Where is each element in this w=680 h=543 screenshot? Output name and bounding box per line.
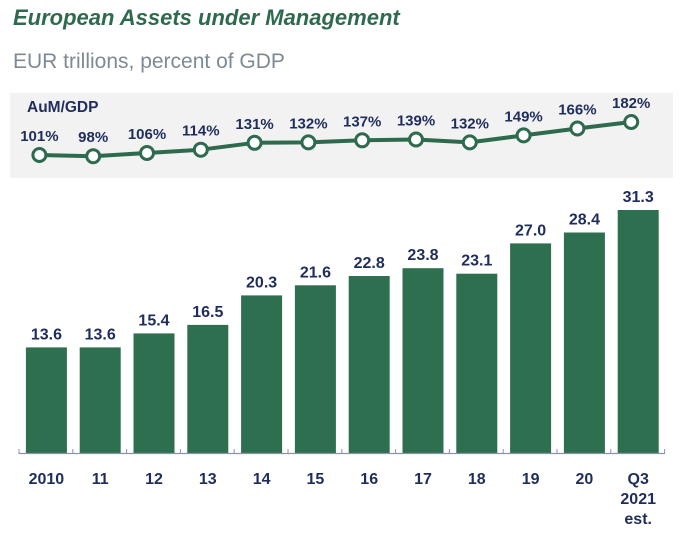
ratio-value-label: 149% (504, 108, 542, 125)
ratio-value-label: 98% (78, 129, 108, 146)
bar-value-label: 20.3 (246, 274, 277, 291)
chart-subtitle: EUR trillions, percent of GDP (13, 50, 285, 73)
x-tick-label: 19 (522, 471, 540, 488)
ratio-point (192, 141, 209, 158)
x-tick-label: 12 (145, 471, 163, 488)
bar-value-label: 31.3 (623, 189, 654, 206)
ratio-value-label: 132% (289, 115, 327, 132)
ratio-point (461, 134, 478, 151)
bar (133, 333, 175, 453)
bar (294, 285, 336, 453)
x-tick-label: 17 (414, 471, 432, 488)
ratio-point (623, 114, 640, 130)
ratio-value-label: 166% (558, 102, 596, 119)
bar (79, 347, 121, 453)
ratio-value-label: 106% (128, 126, 166, 143)
bar-value-label: 13.6 (85, 326, 116, 343)
x-tick-label: 11 (92, 471, 109, 488)
bar-value-label: 22.8 (354, 255, 385, 272)
line-series-title: AuM/GDP (27, 99, 98, 116)
ratio-point (408, 131, 424, 148)
x-tick-label: Q3 2021 est. (620, 471, 656, 528)
ratio-point (246, 134, 263, 151)
ratio-point (85, 148, 102, 165)
ratio-point (515, 127, 532, 144)
bar (510, 243, 552, 453)
bar (25, 347, 67, 453)
ratio-point (300, 134, 317, 151)
ratio-line-layer: 101% 98% 106% 114% 131% 132% 137% 139% 132% 149% 1… (20, 95, 650, 165)
ratio-value-label: 114% (182, 123, 220, 140)
ratio-point (354, 132, 371, 149)
ratio-value-label: 137% (343, 113, 381, 130)
ratio-value-label: 139% (397, 113, 435, 130)
bar-layer: 13.6 13.6 15.4 16.5 20.3 21.6 22.8 23.8 23.1 27.0… (25, 189, 659, 453)
bar (563, 232, 605, 453)
x-tick-label: 15 (307, 471, 325, 488)
bar-value-label: 16.5 (192, 304, 223, 321)
ratio-panel-background (10, 93, 673, 178)
bar (456, 273, 498, 453)
bar-value-label: 27.0 (515, 222, 546, 239)
x-axis: 2010 11 12 13 14 15 16 17 18 19 20 Q3 2021 est. (18, 449, 666, 528)
x-tick-label: 20 (576, 471, 594, 488)
ratio-point (31, 147, 48, 163)
bar (348, 276, 390, 453)
bar-value-label: 23.1 (461, 253, 492, 270)
ratio-value-label: 131% (235, 116, 273, 133)
ratio-line (39, 120, 632, 159)
bar (617, 210, 659, 453)
bar (241, 295, 283, 453)
ratio-point (139, 145, 155, 161)
bar (187, 324, 229, 453)
x-tick-label: 18 (468, 471, 486, 488)
bar-value-label: 13.6 (31, 326, 62, 343)
bar-value-label: 28.4 (569, 212, 600, 229)
x-tick-label: 16 (360, 471, 378, 488)
chart-title: European Assets under Management (13, 5, 400, 30)
x-tick-label: 2010 (29, 471, 65, 488)
ratio-value-label: 182% (612, 95, 650, 112)
x-tick-label: 14 (253, 471, 271, 488)
ratio-value-label: 101% (20, 128, 58, 145)
bar-value-label: 23.8 (407, 247, 438, 264)
ratio-point (569, 120, 586, 137)
ratio-value-label: 132% (451, 115, 489, 132)
x-tick-label: 13 (199, 471, 217, 488)
bar (402, 268, 444, 453)
bar-value-label: 21.6 (300, 264, 331, 281)
bar-value-label: 15.4 (138, 312, 169, 329)
